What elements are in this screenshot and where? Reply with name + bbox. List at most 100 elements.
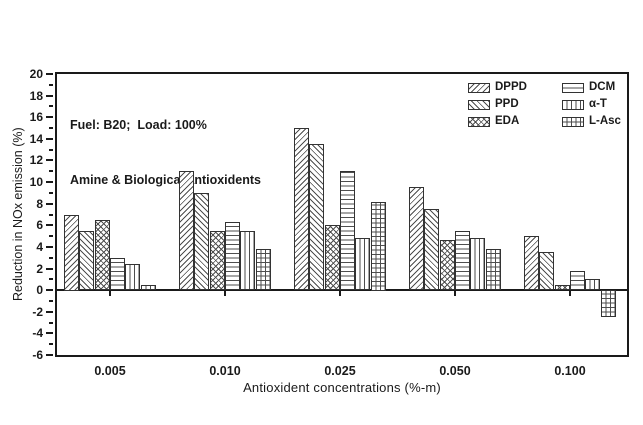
- legend-label: DCM: [589, 81, 616, 93]
- y-tick-minor: [49, 127, 53, 130]
- y-tick-minor: [49, 105, 53, 108]
- y-tick-minor: [49, 235, 53, 238]
- y-tick-label: 2: [36, 261, 43, 276]
- x-category-tick: [224, 290, 226, 297]
- y-tick-major: [46, 224, 53, 227]
- legend-item-EDA: EDA: [468, 115, 548, 127]
- bar-L-Asc-0.010: [256, 249, 271, 290]
- diag-back-swatch-icon: [468, 99, 490, 110]
- y-tick-label: 18: [29, 88, 43, 103]
- y-tick-label: 16: [29, 110, 43, 125]
- bar-DCM-0.005: [110, 258, 125, 290]
- bar-L-Asc-0.025: [371, 202, 386, 291]
- bar-EDA-0.010: [210, 231, 225, 290]
- y-tick-major: [46, 202, 53, 205]
- y-tick-label: -6: [32, 348, 43, 362]
- y-tick-label: -4: [32, 326, 43, 341]
- legend-label: PPD: [495, 98, 519, 110]
- bar-PPD-0.010: [194, 193, 209, 290]
- bar-EDA-0.050: [440, 240, 455, 290]
- y-tick-major: [46, 116, 53, 119]
- x-category-tick: [454, 290, 456, 297]
- y-tick-major: [46, 354, 53, 356]
- vertical-swatch-icon: [562, 99, 584, 110]
- y-tick-major: [46, 94, 53, 97]
- x-tick-label: 0.010: [209, 364, 241, 378]
- x-tick-label: 0.005: [94, 364, 126, 378]
- x-axis-title: Antioxident concentrations (%-m): [243, 380, 441, 395]
- y-tick-major: [46, 310, 53, 313]
- y-tick-minor: [49, 278, 53, 281]
- y-tick-label: 8: [36, 196, 43, 211]
- y-tick-minor: [49, 256, 53, 259]
- x-tick-label: 0.050: [439, 364, 471, 378]
- bar-DCM-0.025: [340, 171, 355, 290]
- legend-label: EDA: [495, 115, 520, 127]
- bar-DCM-0.050: [455, 231, 470, 290]
- legend-label: DPPD: [495, 81, 527, 93]
- x-tick-label: 0.025: [324, 364, 356, 378]
- legend-item-PPD: PPD: [468, 98, 548, 110]
- y-tick-label: 12: [29, 153, 43, 168]
- y-tick-label: -2: [32, 304, 43, 319]
- y-tick-label: 4: [36, 239, 43, 254]
- bar-DPPD-0.050: [409, 187, 424, 290]
- y-tick-label: 10: [29, 175, 43, 190]
- bar-α-T-0.025: [355, 238, 370, 290]
- y-tick-minor: [49, 83, 53, 86]
- y-tick-minor: [49, 299, 53, 302]
- bar-PPD-0.050: [424, 209, 439, 290]
- y-tick-minor: [49, 191, 53, 194]
- bar-PPD-0.025: [309, 144, 324, 290]
- diag-forward-swatch-icon: [468, 82, 490, 93]
- x-category-tick: [109, 290, 111, 297]
- y-tick-minor: [49, 148, 53, 151]
- plot-area: Fuel: B20; Load: 100% Amine & Biological…: [30, 67, 629, 378]
- diag-cross-swatch-icon: [468, 116, 490, 127]
- y-tick-major: [46, 159, 53, 162]
- legend-column: DPPD PPD EDA: [468, 81, 548, 127]
- bar-EDA-0.100: [555, 285, 570, 290]
- legend-label: α-T: [589, 98, 607, 110]
- y-tick-minor: [49, 170, 53, 173]
- legend-column: DCM α-T L-Asc: [562, 81, 621, 127]
- bar-DPPD-0.025: [294, 128, 309, 290]
- bar-EDA-0.005: [95, 220, 110, 290]
- y-tick-minor: [49, 321, 53, 324]
- legend: DPPD PPD EDA DCM α-T L-Asc: [468, 81, 621, 127]
- bar-DPPD-0.100: [524, 236, 539, 290]
- y-tick-minor: [49, 343, 53, 346]
- bar-α-T-0.010: [240, 231, 255, 290]
- zero-baseline: [57, 289, 627, 292]
- x-category-tick: [339, 290, 341, 297]
- y-tick-minor: [49, 213, 53, 216]
- y-tick-major: [46, 289, 53, 292]
- horizontal-swatch-icon: [562, 82, 584, 93]
- annotation-antioxidants: Amine & Biological antioxidents: [70, 172, 261, 187]
- x-category-tick: [569, 290, 571, 297]
- legend-item-α-T: α-T: [562, 98, 621, 110]
- bar-α-T-0.005: [125, 264, 140, 290]
- bar-DCM-0.100: [570, 271, 585, 290]
- grid-swatch-icon: [562, 116, 584, 127]
- legend-label: L-Asc: [589, 115, 621, 127]
- y-tick-label: 20: [29, 67, 43, 81]
- bar-α-T-0.050: [470, 238, 485, 290]
- bar-PPD-0.005: [79, 231, 94, 290]
- bar-L-Asc-0.005: [141, 285, 156, 290]
- annotation-text: Fuel: B20; Load: 100% Amine & Biological…: [70, 80, 261, 225]
- bar-DPPD-0.005: [64, 215, 79, 291]
- y-tick-label: 0: [36, 283, 43, 298]
- x-tick-label: 0.100: [554, 364, 586, 378]
- bar-DPPD-0.010: [179, 171, 194, 290]
- legend-item-DPPD: DPPD: [468, 81, 548, 93]
- y-tick-major: [46, 332, 53, 335]
- bar-DCM-0.010: [225, 222, 240, 290]
- bar-L-Asc-0.050: [486, 249, 501, 290]
- legend-item-DCM: DCM: [562, 81, 621, 93]
- bar-L-Asc-0.100: [601, 290, 616, 317]
- legend-item-L-Asc: L-Asc: [562, 115, 621, 127]
- bar-PPD-0.100: [539, 252, 554, 290]
- y-tick-major: [46, 137, 53, 140]
